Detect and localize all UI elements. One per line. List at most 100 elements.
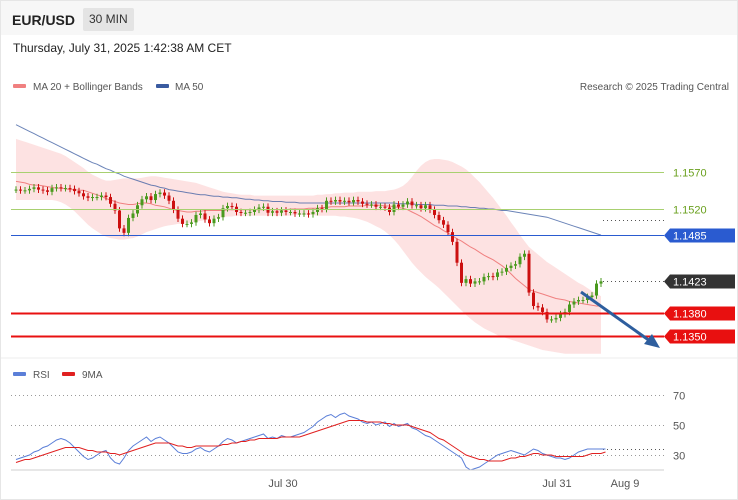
candle-body: [487, 276, 490, 278]
candle: [545, 308, 549, 323]
candle-body: [482, 276, 486, 282]
rsi-ma-line: [15, 420, 606, 463]
candle: [356, 196, 360, 205]
candle: [352, 196, 355, 206]
level-last: 1.1423: [603, 274, 735, 289]
ma20-legend-swatch: [13, 84, 26, 88]
candle: [464, 275, 468, 287]
candle-body: [41, 189, 45, 191]
candle-body: [95, 197, 99, 199]
candle: [491, 272, 495, 281]
forecast-arrow-line: [580, 290, 651, 343]
candle-body: [59, 187, 63, 189]
candle-body: [73, 188, 76, 192]
candle: [149, 192, 153, 204]
candle-body: [379, 206, 382, 208]
candle-body: [203, 213, 207, 220]
candle: [523, 250, 526, 261]
datetime-label: Thursday, July 31, 2025 1:42:38 AM CET: [13, 41, 232, 55]
level-label: 1.1423: [673, 277, 707, 289]
candle: [122, 225, 126, 237]
timeframe-button[interactable]: 30 MIN: [83, 8, 134, 31]
candle-body: [343, 200, 346, 202]
candle: [82, 189, 85, 200]
candle-body: [356, 200, 360, 202]
candle: [185, 220, 189, 228]
candle-body: [154, 194, 157, 201]
candle: [446, 221, 450, 236]
candle-body: [14, 189, 18, 191]
candle: [482, 273, 486, 285]
candle-body: [289, 211, 292, 213]
candle-body: [68, 188, 72, 190]
candle: [514, 260, 517, 270]
candle: [460, 259, 463, 287]
candle-body: [19, 189, 22, 191]
candle: [437, 211, 441, 224]
candle-body: [523, 253, 526, 257]
candle-body: [568, 304, 571, 312]
candle: [451, 228, 454, 246]
candle: [221, 204, 225, 221]
candle-body: [451, 232, 454, 242]
candle: [64, 184, 67, 192]
candle: [91, 193, 94, 202]
candle-body: [433, 209, 436, 215]
candle: [320, 204, 324, 213]
candle-body: [257, 207, 261, 210]
candle-body: [194, 214, 198, 223]
candle-body: [118, 210, 121, 229]
candle-body: [302, 213, 306, 215]
candle-body: [469, 279, 472, 284]
candle-body: [208, 219, 211, 224]
candle-body: [572, 301, 576, 305]
candle-body: [226, 206, 229, 209]
candle: [14, 186, 18, 193]
candle: [374, 201, 378, 211]
candle: [455, 238, 459, 267]
candle-body: [131, 213, 135, 218]
candle: [154, 190, 157, 204]
candle: [226, 202, 229, 212]
candle-body: [554, 317, 558, 320]
candle-body: [550, 319, 553, 321]
candle: [208, 216, 211, 227]
candle: [532, 289, 535, 310]
candle-body: [298, 213, 301, 215]
candle-body: [46, 190, 49, 192]
candle: [581, 296, 585, 304]
level-blue: 1.1485: [11, 228, 735, 243]
candle-body: [91, 197, 94, 199]
credit-label: Research © 2025 Trading Central: [580, 82, 729, 93]
ma20-line: [15, 180, 601, 307]
ma50-legend-swatch: [156, 84, 169, 88]
candle: [100, 192, 103, 201]
candle-body: [397, 204, 400, 207]
candle: [217, 213, 220, 223]
candle: [595, 280, 598, 299]
candle: [496, 269, 499, 281]
candle-body: [392, 204, 396, 212]
rsi-tick-label: 70: [673, 391, 685, 403]
candle-body: [347, 200, 351, 203]
candle-body: [545, 311, 549, 320]
candle: [415, 201, 418, 209]
candle: [95, 193, 99, 201]
candle-body: [464, 279, 468, 283]
candle: [577, 296, 580, 305]
level-label: 1.1350: [673, 332, 707, 344]
candle: [68, 184, 72, 193]
candle-body: [230, 206, 234, 208]
candle-body: [406, 201, 409, 205]
candle-body: [338, 200, 342, 202]
candle-body: [509, 265, 513, 268]
candle: [19, 186, 22, 194]
candle-body: [311, 211, 315, 215]
x-tick-label: Jul 30: [268, 478, 297, 490]
candle-body: [518, 256, 522, 265]
rsi-legend-swatch: [13, 372, 26, 376]
candle-body: [167, 195, 171, 201]
candle-body: [491, 276, 495, 278]
candle-body: [82, 193, 85, 197]
candle: [172, 197, 175, 214]
